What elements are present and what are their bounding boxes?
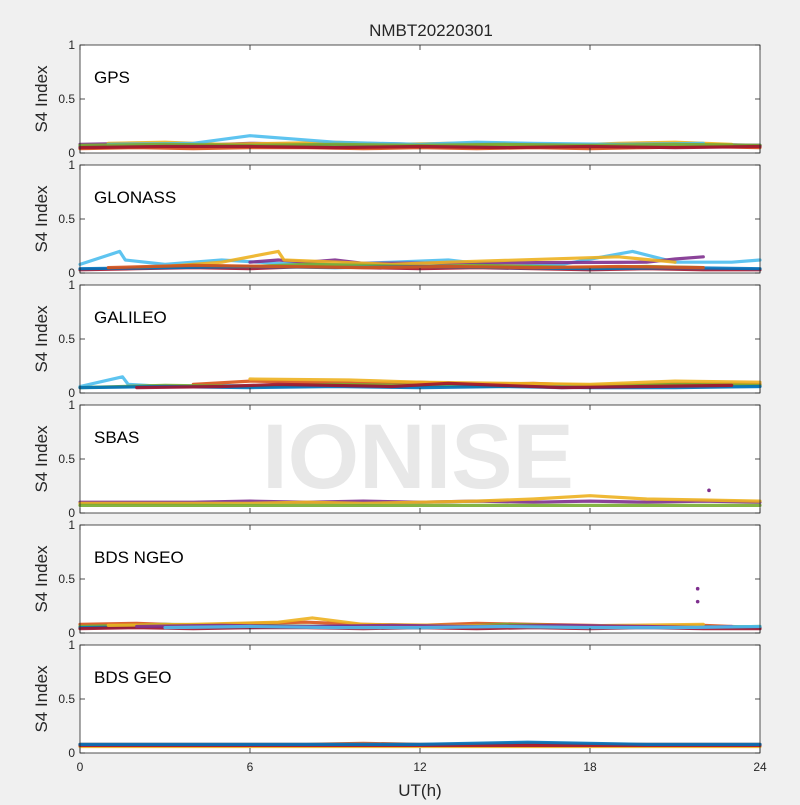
data-point [707, 488, 711, 493]
y-tick-label: 1 [68, 158, 75, 172]
plot-area [80, 285, 760, 393]
x-tick-label: 18 [583, 760, 597, 774]
plot-area [80, 525, 760, 633]
panels-group: 0 0.5 1 S4 Index GPS 0 0.5 1 S4 Index GLONASS 0 0.5… [32, 38, 767, 774]
panel-bds-ngeo: 0 0.5 1 S4 Index BDS NGEO [32, 518, 762, 640]
y-tick-label: 1 [68, 38, 75, 52]
series-trace [78, 740, 762, 746]
y-tick-label: 0 [68, 506, 75, 520]
y-tick-label: 0 [68, 626, 75, 640]
x-axis-label: UT(h) [398, 781, 441, 800]
watermark: IONISE [262, 406, 574, 508]
y-tick-label: 0.5 [58, 332, 75, 346]
plot-area [80, 45, 760, 153]
panel-bds-geo: 0 6 12 18 24 0 0.5 1 S4 Index BDS GEO [32, 638, 767, 774]
y-axis-label: S4 Index [32, 665, 51, 733]
x-tick-label: 12 [413, 760, 427, 774]
y-axis-label: S4 Index [32, 305, 51, 373]
y-tick-label: 0.5 [58, 212, 75, 226]
series-trace [78, 494, 762, 505]
x-tick-label: 6 [247, 760, 254, 774]
plot-area [80, 405, 760, 513]
y-tick-label: 0.5 [58, 452, 75, 466]
panel-galileo: 0 0.5 1 S4 Index GALILEO [32, 278, 762, 400]
series-trace [163, 624, 762, 630]
constellation-label: GPS [94, 68, 130, 87]
plot-area [80, 645, 760, 753]
y-tick-label: 1 [68, 398, 75, 412]
x-tick-label: 24 [753, 760, 767, 774]
series-trace [106, 263, 705, 270]
y-axis-label: S4 Index [32, 65, 51, 133]
panel-glonass: 0 0.5 1 S4 Index GLONASS [32, 158, 762, 280]
series-trace [163, 249, 677, 269]
chart-title: NMBT20220301 [369, 21, 493, 40]
constellation-label: BDS GEO [94, 668, 171, 687]
y-axis-label: S4 Index [32, 545, 51, 613]
constellation-label: BDS NGEO [94, 548, 184, 567]
y-axis-label: S4 Index [32, 425, 51, 493]
y-tick-label: 0.5 [58, 572, 75, 586]
x-tick-label: 0 [77, 760, 84, 774]
y-tick-label: 0.5 [58, 92, 75, 106]
data-point [695, 586, 700, 591]
y-tick-label: 0 [68, 386, 75, 400]
y-tick-label: 1 [68, 638, 75, 652]
series-trace [248, 377, 762, 386]
y-tick-label: 1 [68, 278, 75, 292]
panel-sbas: 0 0.5 1 S4 Index SBAS [32, 398, 762, 520]
y-tick-label: 0.5 [58, 692, 75, 706]
series-trace [78, 144, 762, 150]
panel-gps: 0 0.5 1 S4 Index GPS [32, 38, 762, 160]
y-axis-label: S4 Index [32, 185, 51, 253]
y-tick-label: 1 [68, 518, 75, 532]
y-tick-label: 0 [68, 746, 75, 760]
constellation-label: SBAS [94, 428, 139, 447]
series-trace [135, 381, 734, 390]
constellation-label: GALILEO [94, 308, 167, 327]
y-tick-label: 0 [68, 266, 75, 280]
data-point [695, 599, 700, 604]
y-tick-label: 0 [68, 146, 75, 160]
constellation-label: GLONASS [94, 188, 176, 207]
